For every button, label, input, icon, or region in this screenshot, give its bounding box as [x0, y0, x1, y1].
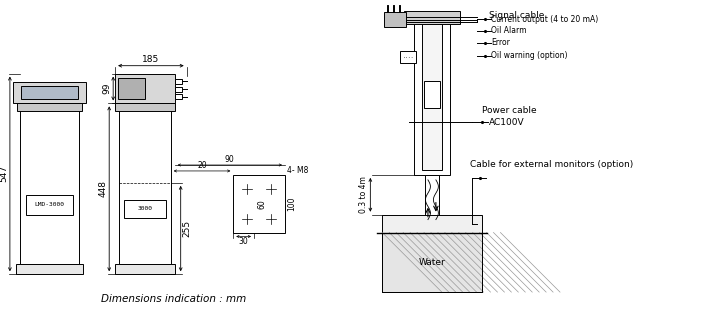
Text: 0.3 to 4m: 0.3 to 4m [359, 176, 368, 213]
Text: AC100V: AC100V [489, 118, 524, 127]
Bar [115, 103, 175, 112]
Text: Current output (4 to 20 mA): Current output (4 to 20 mA) [491, 14, 599, 24]
Circle shape [427, 100, 431, 103]
Circle shape [245, 186, 250, 191]
Bar [118, 78, 145, 99]
Bar [233, 175, 285, 233]
Text: 30: 30 [239, 237, 249, 246]
Bar [20, 103, 79, 264]
Text: 99: 99 [102, 83, 111, 94]
Bar [175, 87, 181, 92]
Circle shape [433, 86, 437, 89]
Bar [115, 264, 175, 274]
Text: 3000: 3000 [138, 206, 153, 211]
Text: Dimensions indication : mm: Dimensions indication : mm [101, 294, 246, 304]
Bar [17, 103, 82, 112]
Bar [119, 103, 171, 264]
Text: Power cable: Power cable [482, 106, 536, 115]
Bar [175, 94, 181, 99]
Circle shape [269, 186, 273, 191]
Text: 255: 255 [183, 220, 192, 237]
Bar [124, 200, 166, 217]
Circle shape [427, 86, 431, 89]
Bar [422, 24, 442, 170]
Bar [414, 21, 450, 175]
Bar [425, 175, 439, 225]
Bar [424, 81, 440, 108]
Bar [13, 82, 86, 103]
Text: Signal cable: Signal cable [489, 11, 544, 20]
Text: Cable for external monitors (option): Cable for external monitors (option) [470, 160, 633, 170]
Bar [382, 215, 482, 233]
Text: 4- M8: 4- M8 [287, 166, 309, 175]
Bar [175, 79, 181, 84]
Text: 100: 100 [287, 196, 296, 211]
Text: Water: Water [418, 258, 445, 267]
Text: 185: 185 [142, 55, 160, 64]
Bar [21, 86, 79, 99]
Circle shape [269, 216, 273, 221]
Bar [400, 51, 416, 63]
Text: Error: Error [491, 38, 510, 47]
Text: Oil warning (option): Oil warning (option) [491, 51, 568, 60]
Text: LMD-3000: LMD-3000 [34, 202, 65, 207]
Text: 547: 547 [0, 165, 8, 182]
Bar [115, 74, 175, 103]
Text: 448: 448 [98, 180, 108, 197]
Text: ....: .... [402, 54, 414, 59]
Text: 60: 60 [257, 199, 266, 209]
Bar [16, 264, 84, 274]
Bar [26, 195, 73, 215]
Bar [385, 12, 406, 27]
Bar [382, 233, 482, 292]
Text: Oil Alarm: Oil Alarm [491, 27, 527, 35]
Text: 90: 90 [225, 155, 235, 164]
Bar [382, 233, 482, 292]
Circle shape [433, 100, 437, 103]
Circle shape [245, 216, 250, 221]
Text: 20: 20 [198, 161, 207, 170]
Bar [404, 11, 460, 24]
